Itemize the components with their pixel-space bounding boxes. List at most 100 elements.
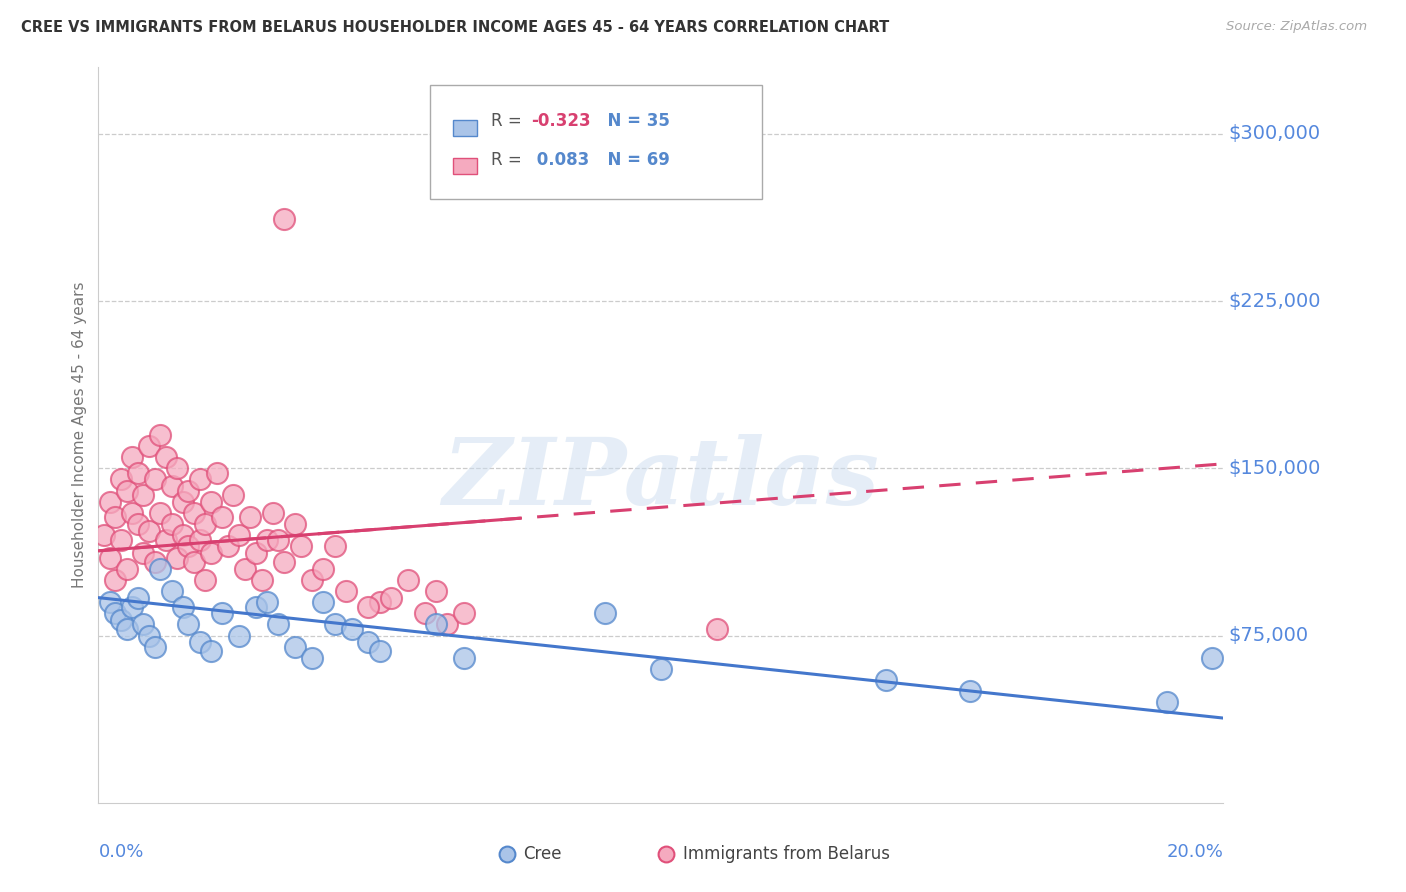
Point <box>160 517 183 532</box>
Point <box>110 473 132 487</box>
Point <box>177 539 200 553</box>
Point <box>188 473 211 487</box>
Point <box>368 644 391 658</box>
Point <box>453 651 475 665</box>
Point <box>172 599 194 614</box>
Point <box>284 640 307 654</box>
Point <box>172 528 194 542</box>
Point <box>396 573 419 587</box>
Text: N = 69: N = 69 <box>596 151 669 169</box>
Point <box>256 595 278 609</box>
Point <box>149 562 172 576</box>
Point <box>425 617 447 632</box>
Point <box>160 583 183 598</box>
Point <box>453 607 475 621</box>
Point <box>368 595 391 609</box>
Text: $300,000: $300,000 <box>1229 124 1322 144</box>
Point <box>115 562 138 576</box>
Point <box>413 607 436 621</box>
Text: Immigrants from Belarus: Immigrants from Belarus <box>683 846 890 863</box>
Point <box>959 684 981 698</box>
Point <box>267 533 290 547</box>
Point <box>301 651 323 665</box>
Point <box>132 617 155 632</box>
Point <box>340 622 363 636</box>
Point <box>127 517 149 532</box>
Point <box>166 550 188 565</box>
Point <box>273 555 295 569</box>
Text: ZIPatlas: ZIPatlas <box>443 434 879 524</box>
Point <box>177 483 200 498</box>
Point <box>290 539 312 553</box>
Point <box>115 622 138 636</box>
Point <box>217 539 239 553</box>
Point <box>115 483 138 498</box>
Text: $75,000: $75,000 <box>1229 626 1309 645</box>
Point <box>245 599 267 614</box>
Point <box>357 599 380 614</box>
Point <box>132 546 155 560</box>
Point <box>149 506 172 520</box>
Text: Cree: Cree <box>523 846 562 863</box>
FancyBboxPatch shape <box>453 158 478 174</box>
Point <box>211 510 233 524</box>
Point <box>200 546 222 560</box>
Point <box>160 479 183 493</box>
Point <box>222 488 245 502</box>
Point <box>273 211 295 226</box>
Y-axis label: Householder Income Ages 45 - 64 years: Householder Income Ages 45 - 64 years <box>72 282 87 588</box>
Point <box>104 510 127 524</box>
Point <box>155 450 177 464</box>
Point <box>121 506 143 520</box>
Point <box>143 640 166 654</box>
Text: Source: ZipAtlas.com: Source: ZipAtlas.com <box>1226 20 1367 33</box>
Point <box>323 539 346 553</box>
Point <box>110 613 132 627</box>
Point <box>172 494 194 508</box>
Point <box>98 595 121 609</box>
Point <box>205 466 228 480</box>
Point <box>233 562 256 576</box>
FancyBboxPatch shape <box>453 120 478 136</box>
Point <box>194 573 217 587</box>
Point <box>245 546 267 560</box>
Point <box>650 662 672 676</box>
Point <box>301 573 323 587</box>
Point <box>256 533 278 547</box>
Point <box>425 583 447 598</box>
Point <box>98 494 121 508</box>
Point <box>706 622 728 636</box>
Point <box>436 617 458 632</box>
Point <box>138 628 160 642</box>
Point <box>132 488 155 502</box>
Point <box>166 461 188 475</box>
Point <box>239 510 262 524</box>
Point <box>110 533 132 547</box>
Point <box>200 494 222 508</box>
Point <box>312 562 335 576</box>
Point <box>183 506 205 520</box>
Point <box>138 439 160 453</box>
Text: $225,000: $225,000 <box>1229 292 1322 310</box>
Point <box>323 617 346 632</box>
Point <box>155 533 177 547</box>
Text: 20.0%: 20.0% <box>1167 843 1223 862</box>
Point <box>262 506 284 520</box>
Point <box>875 673 897 688</box>
Point <box>312 595 335 609</box>
Point <box>228 528 250 542</box>
Point <box>200 644 222 658</box>
Point <box>177 617 200 632</box>
Point <box>138 524 160 538</box>
Point <box>188 635 211 649</box>
Text: N = 35: N = 35 <box>596 112 669 130</box>
Point <box>228 628 250 642</box>
Point <box>380 591 402 605</box>
Point <box>267 617 290 632</box>
Point <box>121 450 143 464</box>
Point <box>1201 651 1223 665</box>
Point <box>194 517 217 532</box>
Point <box>104 607 127 621</box>
Point <box>357 635 380 649</box>
Point <box>143 473 166 487</box>
